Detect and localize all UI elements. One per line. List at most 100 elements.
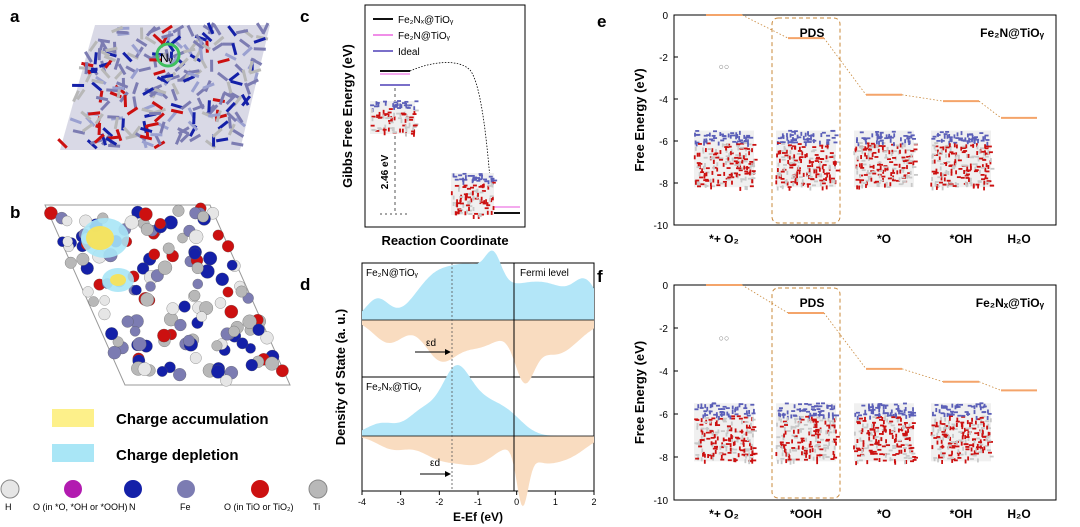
atom-sphere	[245, 343, 256, 354]
panel-c-ylabel: Gibbs Free Energy (eV)	[340, 44, 355, 188]
y-axis-label: Free Energy (eV)	[632, 341, 647, 444]
bond-stick	[141, 107, 154, 114]
atom-sphere	[188, 247, 201, 260]
bond-stick	[159, 121, 166, 134]
bond-stick	[117, 63, 127, 76]
atom-sphere	[154, 218, 166, 230]
bond-stick	[207, 100, 211, 113]
bond-stick	[178, 57, 189, 69]
atom-sphere	[140, 292, 155, 307]
bond-stick	[148, 26, 161, 35]
bond-stick	[248, 68, 262, 75]
y-tick-label: -6	[659, 410, 668, 421]
atom-sphere	[214, 297, 227, 309]
panel-d-xtick-label: -2	[435, 497, 443, 507]
category-label: *O	[877, 232, 891, 246]
panel-label-e: e	[597, 12, 606, 31]
bond-stick	[171, 82, 180, 95]
bond-stick	[230, 79, 243, 86]
chart-title: Fe₂Nₓ@TiOᵧ	[976, 296, 1045, 310]
atom-sphere	[264, 356, 279, 371]
atom-legend-h: H	[5, 502, 12, 512]
atom-sphere	[157, 260, 173, 275]
y-tick-label: -4	[659, 95, 668, 106]
atom-o-adsorbate-icon	[64, 480, 82, 498]
atom-sphere	[276, 364, 289, 378]
category-label: *OH	[950, 232, 973, 246]
bond-stick	[170, 108, 184, 115]
pds-box	[771, 287, 841, 499]
atom-sphere	[174, 318, 187, 332]
bond-stick	[144, 87, 157, 96]
bond-stick	[139, 134, 153, 141]
atom-sphere	[145, 281, 156, 292]
panel-d-arrowhead-top	[445, 349, 451, 355]
bond-stick	[132, 96, 138, 109]
energy-connector	[741, 284, 789, 314]
bond-stick	[241, 69, 248, 82]
atom-sphere	[137, 262, 150, 275]
bond-stick	[116, 81, 129, 89]
pds-box	[771, 17, 841, 224]
category-label: H₂O	[1007, 232, 1030, 246]
bond-stick	[122, 126, 134, 138]
panel-d-xtick-label: 1	[553, 497, 558, 507]
atom-sphere	[228, 325, 240, 338]
atom-sphere	[189, 352, 202, 364]
vacancy-label: Nᵥ	[160, 51, 173, 65]
bond-stick	[88, 40, 99, 52]
category-label: H₂O	[1007, 507, 1030, 521]
bond-stick	[160, 73, 174, 79]
atom-sphere	[98, 308, 111, 321]
atom-sphere	[191, 262, 204, 274]
bond-stick	[95, 95, 109, 102]
bond-stick	[72, 129, 86, 135]
bond-stick	[141, 140, 154, 148]
panel-b-structure	[44, 202, 291, 387]
energy-connector	[901, 94, 944, 102]
bond-stick	[226, 111, 238, 123]
y-tick-label: -8	[659, 179, 668, 190]
bond-stick	[211, 42, 224, 52]
atom-legend-o-adsorbate: O (in *O, *OH or *OOH)	[33, 502, 128, 512]
y-tick-label: -4	[659, 367, 668, 378]
atom-sphere	[88, 296, 99, 307]
atom-sphere	[203, 251, 218, 266]
panel-f-chart: 0 -2 -4 -6 -8 -10 Free Energy (eV) Fe₂Nₓ@TiOᵧ PD…	[632, 281, 1057, 521]
atom-sphere	[121, 315, 134, 328]
bond-stick	[187, 120, 199, 132]
bond-stick	[88, 111, 101, 116]
bond-stick	[81, 123, 94, 133]
atom-sphere	[166, 302, 179, 315]
bond-stick	[105, 46, 118, 53]
bond-stick	[72, 90, 80, 103]
atom-o-oxide-icon	[251, 480, 269, 498]
bond-stick	[202, 82, 215, 90]
bond-stick	[161, 33, 174, 39]
y-axis-label: Free Energy (eV)	[632, 68, 647, 171]
atom-fe-icon	[177, 480, 195, 498]
category-label: *+ O₂	[709, 507, 739, 521]
panel-d-arrowhead-bottom	[445, 471, 451, 477]
atom-sphere	[64, 256, 77, 269]
intermediate-slab	[930, 130, 995, 191]
bond-stick	[217, 120, 229, 131]
atom-sphere	[189, 229, 204, 244]
atom-sphere	[105, 327, 119, 341]
bond-stick	[125, 133, 138, 140]
panel-c-reaction-path	[409, 62, 493, 206]
atom-legend-fe: Fe	[180, 502, 191, 512]
bond-stick	[153, 107, 166, 114]
bond-stick	[113, 57, 121, 71]
y-tick-label: -2	[659, 324, 668, 335]
bond-stick	[116, 30, 129, 35]
panel-d-top-title: Fe₂N@TiOᵧ	[366, 268, 419, 279]
bond-stick	[204, 139, 217, 150]
panel-label-d: d	[300, 275, 310, 294]
atom-sphere	[172, 204, 185, 217]
bond-stick	[91, 81, 103, 92]
panel-d-fermi-label: Fermi level	[520, 268, 569, 279]
chart-frame	[673, 284, 1057, 501]
panel-d-ed-label-top: εd	[426, 338, 436, 349]
atom-legend-ti: Ti	[313, 502, 320, 512]
